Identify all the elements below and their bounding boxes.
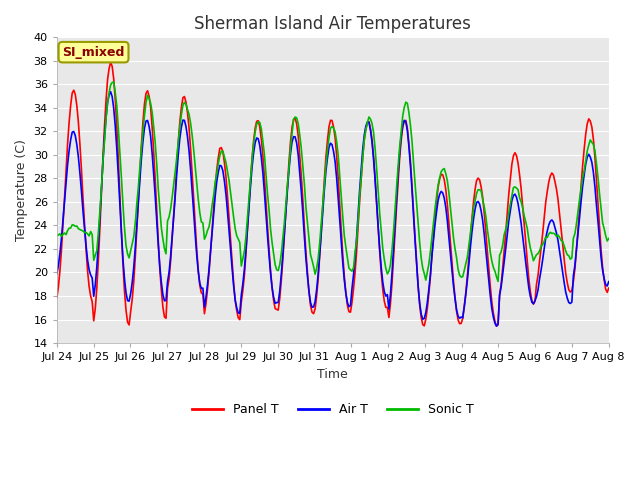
Sonic T <box>494 278 502 284</box>
Text: SI_mixed: SI_mixed <box>62 46 125 59</box>
Panel T <box>296 152 303 158</box>
Panel T <box>107 60 115 65</box>
Title: Sherman Island Air Temperatures: Sherman Island Air Temperatures <box>195 15 471 33</box>
Panel T <box>122 307 130 313</box>
Sonic T <box>110 79 118 85</box>
Air T <box>296 170 303 176</box>
Sonic T <box>122 243 130 249</box>
Panel T <box>605 285 612 291</box>
Panel T <box>53 295 61 300</box>
Panel T <box>493 323 500 329</box>
X-axis label: Time: Time <box>317 368 348 381</box>
Panel T <box>219 149 227 155</box>
Air T <box>122 290 130 296</box>
Air T <box>605 279 612 285</box>
Panel T <box>237 299 245 305</box>
Panel T <box>577 183 585 189</box>
Line: Panel T: Panel T <box>57 62 609 326</box>
Legend: Panel T, Air T, Sonic T: Panel T, Air T, Sonic T <box>187 398 479 421</box>
Sonic T <box>296 132 303 138</box>
Y-axis label: Temperature (C): Temperature (C) <box>15 139 28 241</box>
Sonic T <box>605 236 612 241</box>
Sonic T <box>237 263 245 269</box>
Line: Sonic T: Sonic T <box>57 82 609 281</box>
Panel T <box>246 178 254 183</box>
Sonic T <box>577 186 585 192</box>
Air T <box>246 183 254 189</box>
Air T <box>107 89 115 95</box>
Sonic T <box>53 232 61 238</box>
Air T <box>237 292 245 298</box>
Air T <box>219 168 227 174</box>
Air T <box>53 271 61 277</box>
Air T <box>493 323 500 329</box>
Sonic T <box>246 177 254 182</box>
Sonic T <box>219 148 227 154</box>
Line: Air T: Air T <box>57 92 609 326</box>
Air T <box>577 198 585 204</box>
